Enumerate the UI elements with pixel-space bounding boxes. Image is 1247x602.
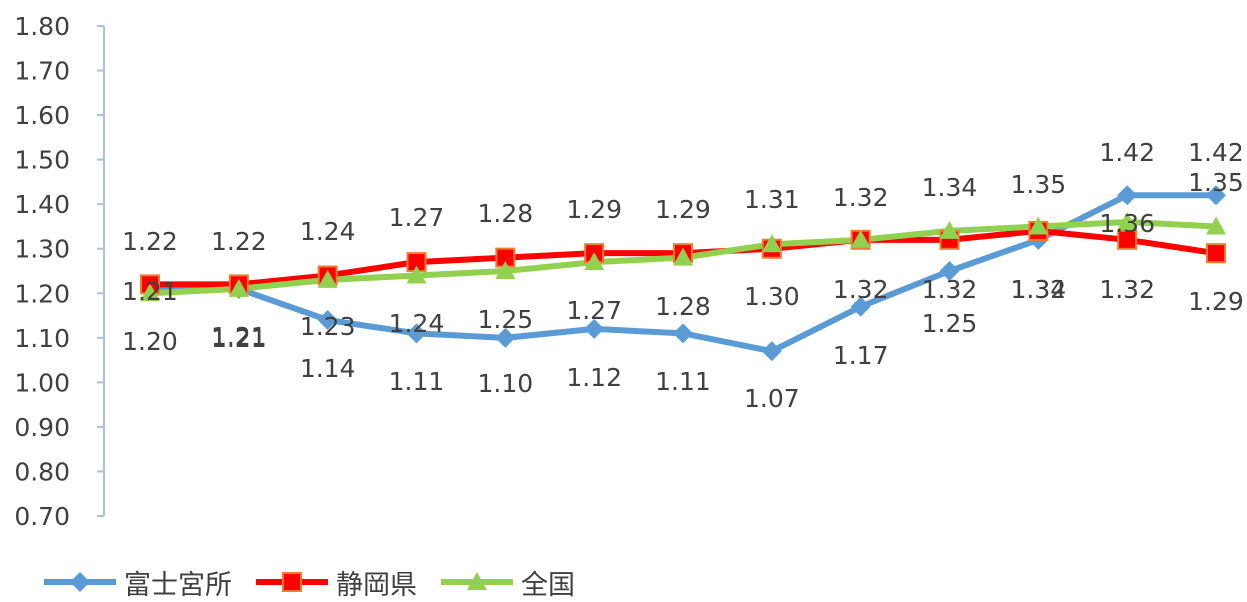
data-point-triangle xyxy=(1117,212,1138,230)
data-label-series-3: 1.21 xyxy=(211,322,267,351)
data-label-series-3: 1.29 xyxy=(1188,287,1244,316)
data-labels: 1.211.221.20 1.211.221.211.141.241.231.11… xyxy=(122,138,1244,413)
legend-label-1: 富士宮所 xyxy=(124,569,232,601)
data-label-series-3: 1.20 xyxy=(122,327,178,356)
data-label-series-1: 1.32 xyxy=(1010,275,1066,304)
data-label-series-1: 1.12 xyxy=(566,363,622,392)
y-tick-label: 1.00 xyxy=(14,368,70,397)
data-point-triangle xyxy=(1028,216,1049,235)
data-point-triangle xyxy=(228,278,249,297)
data-point-triangle xyxy=(761,234,782,253)
legend-diamond-icon xyxy=(44,572,116,592)
y-tick-label: 1.30 xyxy=(14,235,70,264)
y-tick-label: 1.70 xyxy=(14,57,70,86)
data-point-diamond xyxy=(584,318,605,339)
data-point-triangle xyxy=(850,229,871,248)
data-point-triangle xyxy=(406,265,427,284)
data-label-series-3: 1.32 xyxy=(1099,275,1155,304)
data-label-series-3: 1.23 xyxy=(300,312,356,341)
y-tick-label: 1.50 xyxy=(14,146,70,175)
data-point-square xyxy=(1206,243,1226,264)
data-label-series-2: 1.34 xyxy=(922,173,978,202)
data-label-series-2: 1.36 xyxy=(1099,209,1155,238)
data-point-triangle xyxy=(939,220,960,239)
data-point-diamond xyxy=(1117,185,1138,206)
data-label-series-3: 1.32 xyxy=(922,275,978,304)
data-label-series-2: 1.35 xyxy=(1010,170,1066,199)
legend: 富士宮所 静岡県 全国 xyxy=(40,562,595,602)
y-tick-label: 0.80 xyxy=(14,457,70,486)
legend-item-2: 静岡県 xyxy=(252,563,417,602)
y-tick-label: 1.10 xyxy=(14,324,70,353)
y-tick-label: 1.80 xyxy=(14,12,70,41)
data-label-series-1: 1.07 xyxy=(744,384,800,413)
data-label-series-3: 1.32 xyxy=(833,275,889,304)
data-label-series-2: 1.28 xyxy=(477,199,533,228)
line-chart: 1.80 1.70 1.60 1.50 1.40 1.30 1.20 1.10 1.00 0.90… xyxy=(14,12,1244,531)
data-point-diamond xyxy=(761,341,782,362)
legend-item-3: 全国 xyxy=(437,563,575,602)
data-point-triangle xyxy=(495,261,516,279)
data-label-series-2: 1.22 xyxy=(122,227,178,256)
data-point-diamond xyxy=(495,327,516,348)
data-point-diamond xyxy=(317,310,338,330)
legend-square-icon xyxy=(256,572,328,592)
data-label-series-1: 1.21 xyxy=(122,277,178,306)
y-axis: 1.80 1.70 1.60 1.50 1.40 1.30 1.20 1.10 1.00 0.90… xyxy=(14,12,105,531)
data-label-series-2: 1.29 xyxy=(566,195,622,224)
data-label-series-1: 1.17 xyxy=(833,341,889,370)
legend-label-3: 全国 xyxy=(521,569,575,601)
y-tick-label: 1.40 xyxy=(14,190,70,219)
data-point-diamond xyxy=(406,323,427,344)
data-label-series-1: 1.14 xyxy=(300,354,356,383)
data-label-series-1: 1.42 xyxy=(1188,138,1244,167)
data-point-triangle xyxy=(1206,216,1226,235)
data-label-series-3: 1.34 xyxy=(1010,275,1066,304)
data-label-series-3: 1.28 xyxy=(655,292,711,321)
legend-label-2: 静岡県 xyxy=(336,569,417,601)
data-label-series-2: 1.31 xyxy=(744,185,800,214)
series-markers xyxy=(140,185,1226,362)
data-label-series-1: 1.21 xyxy=(211,324,267,353)
data-label-series-1: 1.25 xyxy=(922,309,978,338)
data-point-square xyxy=(1117,229,1138,250)
data-label-series-1: 1.11 xyxy=(389,367,445,396)
data-label-series-2: 1.32 xyxy=(833,183,889,212)
data-label-series-3: 1.30 xyxy=(744,282,800,311)
data-point-diamond xyxy=(850,296,871,317)
data-label-series-2: 1.22 xyxy=(211,227,267,256)
data-label-series-2: 1.27 xyxy=(389,203,445,232)
data-label-series-1: 1.10 xyxy=(477,369,533,398)
data-point-diamond xyxy=(673,323,693,344)
y-tick-label: 0.90 xyxy=(14,413,70,442)
y-tick-label: 0.70 xyxy=(14,502,70,531)
data-label-series-2: 1.35 xyxy=(1188,168,1244,197)
data-label-series-3: 1.24 xyxy=(389,309,445,338)
legend-item-1: 富士宮所 xyxy=(40,563,232,602)
data-point-diamond xyxy=(939,261,960,281)
data-label-series-2: 1.29 xyxy=(655,195,711,224)
data-label-series-3: 1.25 xyxy=(477,305,533,334)
y-tick-label: 1.20 xyxy=(14,279,70,308)
data-label-series-1: 1.42 xyxy=(1099,138,1155,167)
data-point-triangle xyxy=(317,269,338,288)
data-label-series-2: 1.24 xyxy=(300,217,356,246)
data-point-triangle xyxy=(673,247,693,266)
y-tick-label: 1.60 xyxy=(14,101,70,130)
data-point-diamond xyxy=(1206,185,1226,206)
data-point-triangle xyxy=(140,283,160,302)
data-label-series-3: 1.27 xyxy=(566,296,622,325)
data-label-series-1: 1.11 xyxy=(655,367,711,396)
legend-triangle-icon xyxy=(441,572,513,590)
data-point-triangle xyxy=(584,252,605,271)
